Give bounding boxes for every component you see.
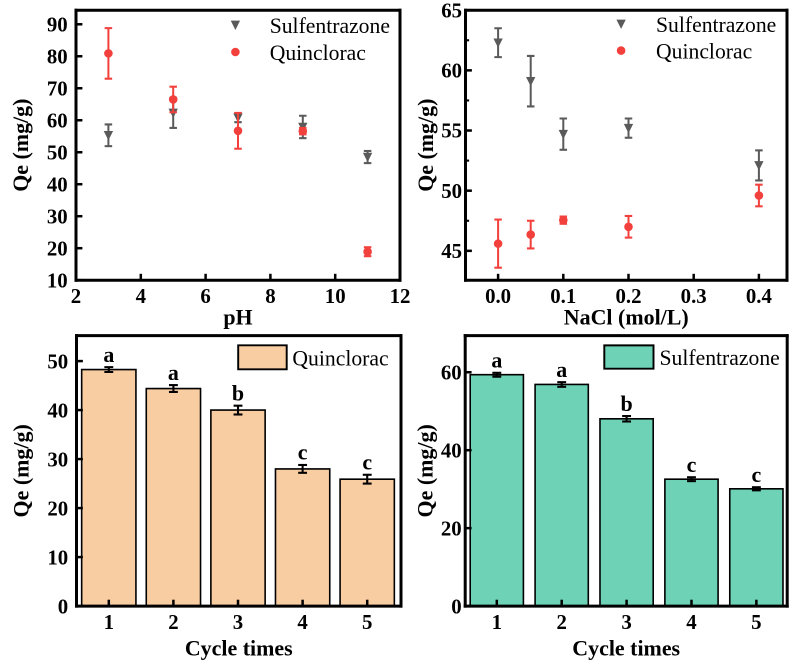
svg-text:a: a	[556, 357, 567, 382]
svg-text:pH: pH	[223, 305, 252, 330]
svg-text:2: 2	[168, 610, 178, 634]
svg-text:1: 1	[492, 610, 502, 634]
svg-text:5: 5	[751, 610, 761, 634]
svg-text:c: c	[362, 450, 372, 475]
svg-text:40: 40	[441, 438, 462, 462]
svg-text:50: 50	[47, 140, 68, 164]
svg-text:Sulfentrazone: Sulfentrazone	[656, 13, 776, 37]
svg-text:90: 90	[47, 13, 68, 37]
svg-text:NaCl (mol/L): NaCl (mol/L)	[564, 305, 689, 330]
svg-text:12: 12	[390, 284, 411, 308]
svg-text:Quinclorac: Quinclorac	[292, 346, 388, 370]
svg-text:3: 3	[621, 610, 631, 634]
svg-text:20: 20	[441, 516, 462, 540]
svg-text:a: a	[491, 348, 502, 373]
svg-text:c: c	[687, 452, 697, 477]
svg-text:4: 4	[297, 610, 308, 634]
svg-text:8: 8	[265, 284, 275, 308]
svg-text:b: b	[232, 380, 244, 405]
svg-text:1: 1	[104, 610, 114, 634]
svg-text:Cycle times: Cycle times	[185, 635, 293, 660]
svg-text:20: 20	[47, 236, 68, 260]
svg-text:Cycle times: Cycle times	[572, 635, 680, 660]
svg-text:4: 4	[136, 284, 147, 308]
svg-text:30: 30	[47, 447, 68, 471]
svg-text:70: 70	[47, 76, 68, 100]
svg-text:0.3: 0.3	[681, 284, 707, 308]
svg-text:0.2: 0.2	[615, 284, 641, 308]
svg-text:0: 0	[451, 594, 461, 618]
svg-text:5: 5	[362, 610, 372, 634]
svg-text:60: 60	[47, 108, 68, 132]
svg-text:Qe (mg/g): Qe (mg/g)	[413, 424, 438, 517]
svg-text:40: 40	[47, 172, 68, 196]
svg-text:60: 60	[441, 360, 462, 384]
svg-text:4: 4	[686, 610, 697, 634]
svg-text:Sulfentrazone: Sulfentrazone	[660, 346, 780, 370]
svg-text:65: 65	[441, 0, 462, 22]
svg-text:45: 45	[441, 239, 462, 263]
svg-text:0.1: 0.1	[550, 284, 576, 308]
svg-text:c: c	[752, 462, 762, 487]
svg-text:c: c	[298, 440, 308, 465]
svg-text:0.0: 0.0	[485, 284, 511, 308]
svg-text:55: 55	[441, 119, 462, 143]
svg-text:a: a	[168, 360, 179, 385]
svg-text:2: 2	[556, 610, 566, 634]
svg-text:b: b	[620, 391, 632, 416]
svg-text:Qe (mg/g): Qe (mg/g)	[9, 424, 34, 517]
svg-text:a: a	[103, 342, 114, 367]
svg-text:80: 80	[47, 44, 68, 68]
svg-text:50: 50	[441, 179, 462, 203]
svg-text:0.4: 0.4	[746, 284, 773, 308]
svg-text:Quinclorac: Quinclorac	[656, 40, 752, 64]
svg-text:0: 0	[58, 594, 68, 618]
svg-text:10: 10	[325, 284, 346, 308]
svg-text:10: 10	[47, 545, 68, 569]
svg-text:30: 30	[47, 204, 68, 228]
svg-text:Qe (mg/g): Qe (mg/g)	[413, 99, 438, 192]
svg-text:Quinclorac: Quinclorac	[270, 41, 366, 65]
svg-text:40: 40	[47, 398, 68, 422]
svg-text:6: 6	[200, 284, 210, 308]
svg-text:2: 2	[71, 284, 81, 308]
svg-text:60: 60	[441, 59, 462, 83]
svg-text:Qe (mg/g): Qe (mg/g)	[8, 99, 33, 192]
svg-text:3: 3	[233, 610, 243, 634]
svg-text:10: 10	[47, 268, 68, 292]
svg-text:20: 20	[47, 496, 68, 520]
svg-text:50: 50	[47, 349, 68, 373]
svg-text:Sulfentrazone: Sulfentrazone	[270, 14, 390, 38]
